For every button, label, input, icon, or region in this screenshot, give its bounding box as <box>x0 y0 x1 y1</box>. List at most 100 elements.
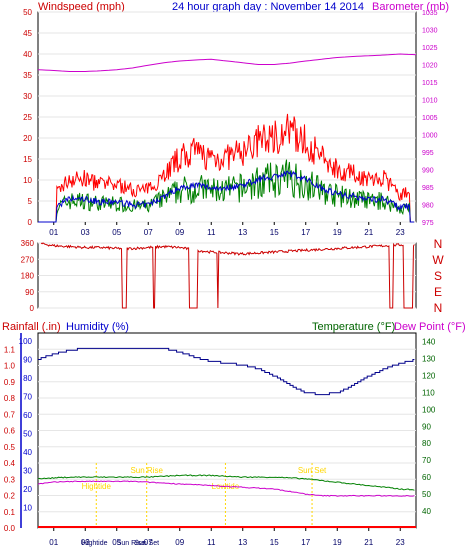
temperature-line <box>37 474 415 491</box>
direction-tick: 360 <box>21 239 35 248</box>
windspeed-tick: 35 <box>23 71 32 80</box>
event-label: Sun Set <box>298 466 327 475</box>
temperature-axis: 40 50 60 70 80 90 100 110 120 130 140 <box>422 337 436 516</box>
barometer-tick: 1005 <box>422 115 438 122</box>
x-tick-label: 19 <box>333 228 342 237</box>
x-tick-label: 03 <box>81 228 90 237</box>
temperature-tick: 40 <box>422 507 431 516</box>
direction-tick: 90 <box>25 288 34 297</box>
event-label: Hightide <box>82 482 112 491</box>
x-tick-label: 15 <box>270 228 279 237</box>
windspeed-tick: 0 <box>28 218 33 227</box>
temperature-tick: 140 <box>422 337 436 346</box>
dewpoint-line <box>37 480 415 497</box>
bottom-event-label: Sun Set <box>134 540 159 547</box>
x-tick-label: 07 <box>144 228 153 237</box>
barometer-tick: 980 <box>422 203 434 210</box>
wind-green-line <box>38 159 415 223</box>
rainfall-tick: 1.0 <box>4 362 16 371</box>
temperature-axis-label: Temperature (°F) <box>312 321 395 333</box>
windspeed-tick: 50 <box>23 8 32 17</box>
x-tick-label: 21 <box>364 538 373 547</box>
barometer-tick: 1010 <box>422 98 438 105</box>
x-tick-label: 11 <box>207 538 216 547</box>
x-tick-label: 05 <box>112 538 121 547</box>
event-label: Sun Rise <box>130 466 163 475</box>
rainfall-axis: 0.0 0.1 0.2 0.3 0.4 0.5 0.6 0.7 0.8 0.9 1.0 1.1 <box>4 345 16 533</box>
x-tick-label: 07 <box>144 538 153 547</box>
humidity-tick: 30 <box>23 467 32 476</box>
panel2-grid <box>38 242 416 309</box>
direction-tick: 270 <box>21 255 35 264</box>
rainfall-tick: 1.1 <box>4 345 16 354</box>
x-tick-label: 11 <box>207 228 216 237</box>
humidity-tick: 50 <box>23 430 32 439</box>
direction-axis: 0 90 180 270 360 <box>21 239 35 313</box>
windspeed-tick: 30 <box>23 92 32 101</box>
rainfall-tick: 0.2 <box>4 492 16 501</box>
barometer-axis-label: Barometer (mb) <box>372 1 449 13</box>
x-tick-label: 17 <box>301 228 310 237</box>
x-tick-label: 09 <box>175 538 184 547</box>
humidity-tick: 100 <box>19 337 33 346</box>
humidity-tick: 70 <box>23 393 32 402</box>
panel3-series <box>37 347 416 528</box>
humidity-tick: 20 <box>23 485 32 494</box>
panel1-series <box>37 53 417 223</box>
wind-average-line <box>38 170 415 223</box>
temperature-tick: 110 <box>422 388 435 397</box>
direction-label: S <box>434 269 442 283</box>
humidity-tick: 60 <box>23 411 32 420</box>
humidity-tick: 90 <box>23 356 32 365</box>
barometer-tick: 1030 <box>422 28 438 35</box>
windspeed-tick: 10 <box>23 176 32 185</box>
windspeed-axis: 0 5 10 15 20 25 30 35 40 45 50 <box>23 8 32 227</box>
temperature-tick: 60 <box>422 473 431 482</box>
windspeed-tick: 20 <box>23 134 32 143</box>
windspeed-line <box>38 113 415 223</box>
barometer-tick: 995 <box>422 150 434 157</box>
temperature-tick: 80 <box>422 439 431 448</box>
direction-tick: 180 <box>21 272 35 281</box>
x-tick-label: 01 <box>49 538 58 547</box>
rainfall-tick: 0.7 <box>4 410 16 419</box>
windspeed-tick: 5 <box>28 197 33 206</box>
bottom-event-label: Sun Rise <box>117 540 146 547</box>
dewpoint-axis-label: Dew Point (°F) <box>394 321 466 333</box>
humidity-axis-label: Humidity (%) <box>66 321 129 333</box>
barometer-tick: 990 <box>422 168 434 175</box>
x-tick-label: 05 <box>112 228 121 237</box>
rainfall-axis-label: Rainfall (.in) <box>2 321 61 333</box>
direction-label: N <box>434 301 443 315</box>
panel1-grid <box>38 11 416 223</box>
panel1-x-axis: 01 03 05 07 09 11 13 15 17 19 21 23 <box>49 222 405 237</box>
temperature-tick: 90 <box>422 422 431 431</box>
panel3-x-axis: 01 03 05 07 09 11 13 15 17 19 21 23 <box>49 528 405 547</box>
barometer-tick: 1020 <box>422 63 438 70</box>
barometer-line <box>37 53 417 72</box>
humidity-tick: 80 <box>23 374 32 383</box>
temperature-tick: 70 <box>422 456 431 465</box>
rainfall-tick: 0.0 <box>4 524 16 533</box>
barometer-axis: 975 980 985 990 995 1000 1005 1010 1015 1020 1025 1… <box>422 10 438 227</box>
rainfall-tick: 0.3 <box>4 475 16 484</box>
humidity-line <box>38 347 415 396</box>
barometer-tick: 1025 <box>422 45 438 52</box>
x-tick-label: 17 <box>301 538 310 547</box>
windspeed-tick: 25 <box>23 113 32 122</box>
windspeed-tick: 45 <box>23 29 32 38</box>
humidity-axis: 10 20 30 40 50 60 70 80 90 100 <box>19 337 33 513</box>
direction-tick: 0 <box>30 304 35 313</box>
windspeed-tick: 15 <box>23 155 32 164</box>
temperature-tick: 130 <box>422 354 436 363</box>
rainfall-tick: 0.8 <box>4 394 16 403</box>
x-tick-label: 13 <box>238 538 247 547</box>
x-tick-label: 21 <box>364 228 373 237</box>
x-tick-label: 15 <box>270 538 279 547</box>
x-tick-label: 09 <box>175 228 184 237</box>
rainfall-tick: 0.9 <box>4 378 16 387</box>
x-tick-label: 19 <box>333 538 342 547</box>
